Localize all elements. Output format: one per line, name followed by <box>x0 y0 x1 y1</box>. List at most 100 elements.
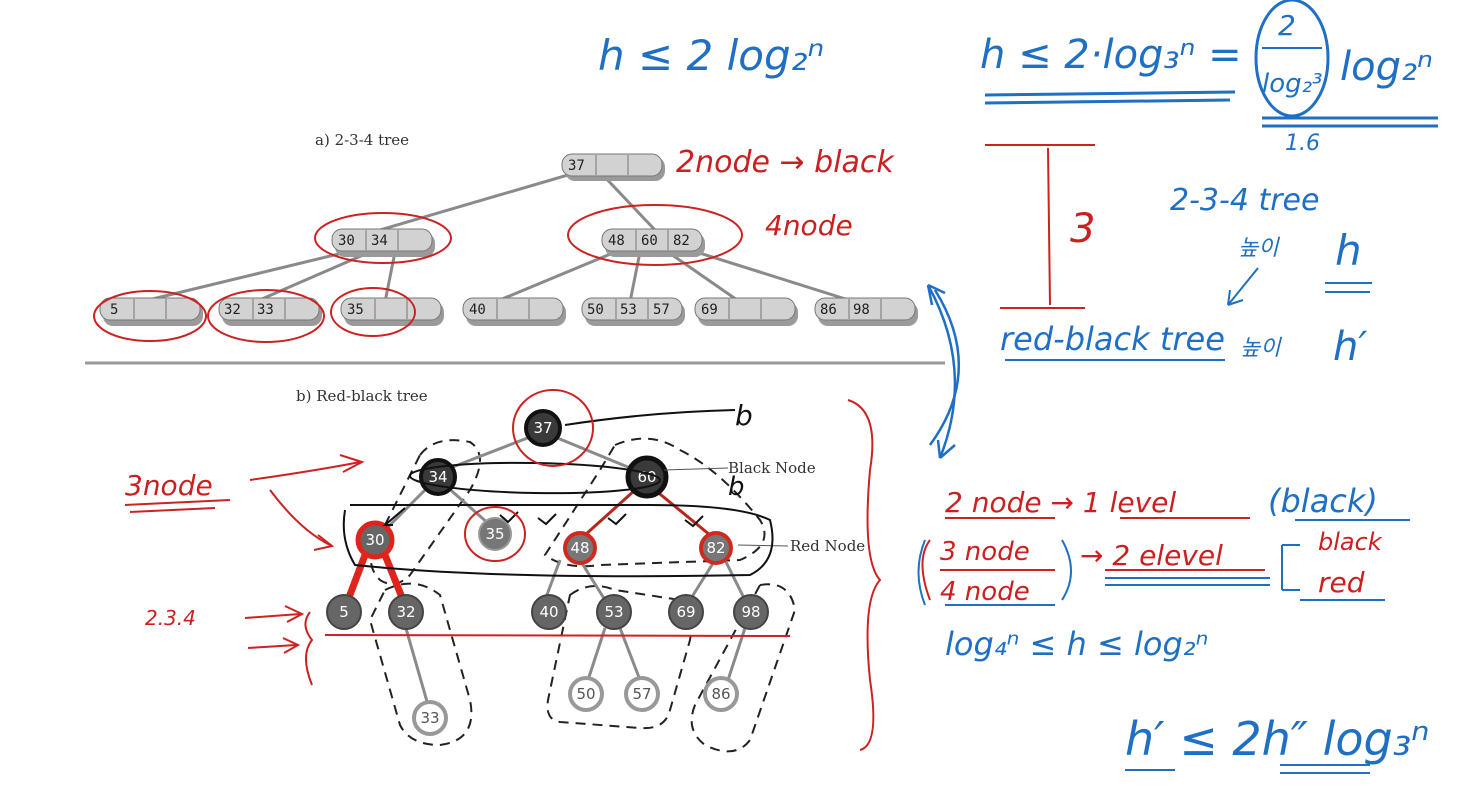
rb-node-30: 30 <box>355 520 395 560</box>
rb-node-key: 32 <box>396 603 415 621</box>
tree234-h: h <box>1335 226 1362 275</box>
tree234-leaf-32-33: 32 33 <box>218 297 322 326</box>
tree234-edges <box>139 168 856 304</box>
rb-node-key: 5 <box>339 603 349 621</box>
black-node-label: Black Node <box>728 459 816 477</box>
rb-node-60: 60 <box>625 455 669 499</box>
tree234-key: 57 <box>653 302 670 318</box>
rule-4node: 4 node <box>940 577 1030 607</box>
tree234-key: 32 <box>224 302 241 318</box>
rb-node-key: 57 <box>632 685 651 703</box>
rb-node-69: 69 <box>668 594 704 630</box>
tree234-leaf-69: 69 <box>694 297 798 326</box>
rb-node-40: 40 <box>531 594 567 630</box>
rule-2level: → 2 elevel <box>1080 539 1223 572</box>
rb-red-edges <box>583 488 711 537</box>
rb-node-key: 86 <box>711 685 730 703</box>
rbt-h-prime: h′ <box>1333 324 1367 370</box>
rule-2node: 2 node → 1 level <box>945 486 1176 519</box>
rb-node-98: 98 <box>733 594 769 630</box>
right-formula-lhs: h ≤ 2·log₃ⁿ = <box>980 32 1242 78</box>
right-formula-approx: 1.6 <box>1285 131 1320 156</box>
tree234-leaf-86-98: 86 98 <box>814 297 918 326</box>
rule-black-paren: (black) <box>1268 482 1378 520</box>
rb-node-50: 50 <box>568 676 604 712</box>
tree234-h-underline <box>1227 267 1372 306</box>
tree234-key: 60 <box>641 233 658 249</box>
caption-rb-tree: b) Red-black tree <box>296 387 428 405</box>
tree234-node-48-60-82: 48 60 82 <box>601 228 705 257</box>
rb-node-86: 86 <box>703 676 739 712</box>
tree234-key: 40 <box>469 302 486 318</box>
rb-node-35: 35 <box>478 517 512 551</box>
tree234-node-30-34: 30 34 <box>331 228 435 257</box>
rb-node-key: 30 <box>365 531 384 549</box>
rb-node-key: 33 <box>420 709 439 727</box>
rb-node-53: 53 <box>596 594 632 630</box>
rb-node-key: 69 <box>676 603 695 621</box>
rule-3node: 3 node <box>940 537 1030 567</box>
tree234-leaf-5: 5 <box>99 297 203 326</box>
curved-double-arrow <box>926 283 960 459</box>
rb-dashed-groups <box>368 437 797 753</box>
rb-nodes: 37 34 60 30 35 48 82 5 32 40 53 69 98 33… <box>326 409 769 736</box>
tree234-label: 2-3-4 tree <box>1170 183 1319 218</box>
rule-red: red <box>1318 566 1365 599</box>
right-formula-numerator: 2 <box>1278 9 1296 42</box>
rb-node-key: 35 <box>485 525 504 543</box>
height-bounds: log₄ⁿ ≤ h ≤ log₂ⁿ <box>945 625 1208 663</box>
tree234-height-word: 높이 <box>1238 236 1280 261</box>
tree234-node-root: 37 <box>561 153 665 181</box>
rb-red-edges-bold <box>344 553 407 602</box>
b-label-mid: b <box>728 472 745 502</box>
final-underlines <box>1125 764 1370 774</box>
tree234-leaves: 5 32 33 35 40 50 53 57 <box>99 297 918 326</box>
rb-node-key: 40 <box>539 603 558 621</box>
right-formula: h ≤ 2·log₃ⁿ = 2 log₂³ log₂ⁿ 1.6 <box>980 0 1438 156</box>
right-formula-denominator: log₂³ <box>1262 69 1322 99</box>
rb-node-key: 34 <box>428 468 447 486</box>
b-label-top: b <box>735 399 753 432</box>
rb-node-key: 50 <box>576 685 595 703</box>
rb-node-32: 32 <box>388 594 424 630</box>
tree234-leaf-35: 35 <box>340 297 444 326</box>
tree234-key: 37 <box>568 158 585 174</box>
rbt-label: red-black tree <box>1000 320 1225 358</box>
tree234-key: 5 <box>110 302 118 318</box>
tree234-key: 98 <box>853 302 870 318</box>
rb-black-annotations <box>342 409 774 578</box>
tree234-key: 82 <box>673 233 690 249</box>
tree234-key: 48 <box>608 233 625 249</box>
top-formula: h ≤ 2 log₂ⁿ <box>598 31 824 80</box>
rule-blue-bracket <box>917 539 1385 606</box>
rb-node-key: 98 <box>741 603 760 621</box>
rb-node-82: 82 <box>699 531 733 565</box>
final-inequality: h′ ≤ 2h″ log₃ⁿ <box>1125 712 1430 766</box>
rb-node-key: 48 <box>570 539 589 557</box>
tree234-key: 34 <box>371 233 388 249</box>
three-node-label: 3node <box>125 469 213 502</box>
tree234-key: 35 <box>347 302 364 318</box>
rb-node-37: 37 <box>524 409 562 447</box>
tree234-key: 53 <box>620 302 637 318</box>
rb-node-5: 5 <box>326 594 362 630</box>
tree234-key: 33 <box>257 302 274 318</box>
height-bracket <box>985 144 1095 309</box>
rb-node-33: 33 <box>412 700 448 736</box>
tree234-key: 50 <box>587 302 604 318</box>
tree234-key: 69 <box>701 302 718 318</box>
tree234-leaf-40: 40 <box>462 297 566 326</box>
height-three: 3 <box>1070 206 1095 252</box>
tree234-leaf-50-53-57: 50 53 57 <box>581 297 685 326</box>
rb-node-57: 57 <box>624 676 660 712</box>
rule-black: black <box>1318 528 1383 556</box>
rb-node-48: 48 <box>563 531 597 565</box>
right-formula-rhs: log₂ⁿ <box>1340 44 1433 90</box>
four-node-label: 4node <box>765 209 853 242</box>
rb-node-key: 37 <box>533 419 552 437</box>
two-three-four-label: 2.3.4 <box>145 606 196 630</box>
tree234-red-circles <box>93 204 743 343</box>
caption-234-tree: a) 2-3-4 tree <box>315 131 409 149</box>
